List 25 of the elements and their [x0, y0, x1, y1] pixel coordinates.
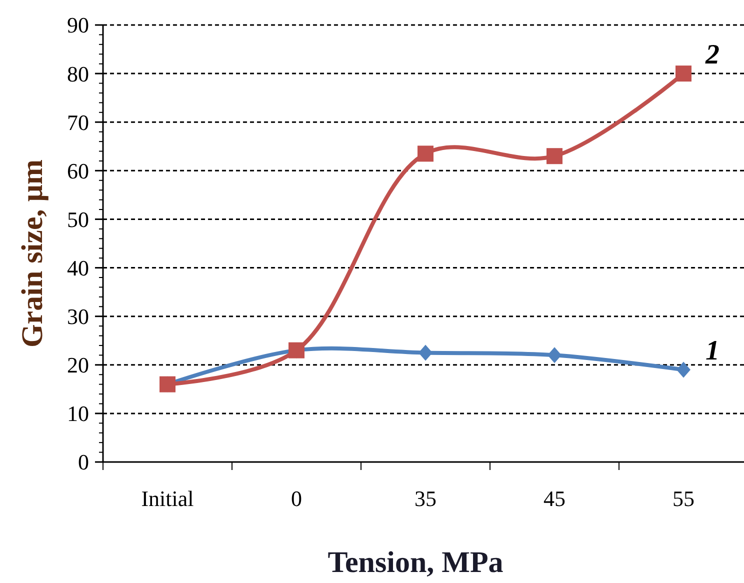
- x-axis-title: Tension, MPa: [328, 546, 504, 579]
- y-tick-label: 0: [78, 450, 89, 475]
- x-tick-label: 35: [414, 486, 436, 511]
- y-tick-label: 20: [67, 352, 89, 378]
- y-axis-title: Grain size, µm: [16, 159, 49, 348]
- x-tick-label: Initial: [141, 486, 194, 511]
- point: [418, 146, 434, 162]
- point: [418, 344, 432, 361]
- point: [676, 66, 692, 82]
- point: [548, 347, 562, 364]
- y-tick-label: 90: [67, 12, 89, 38]
- y-tick-label: 50: [67, 206, 89, 232]
- y-tick-label: 60: [67, 158, 89, 184]
- y-tick-label: 70: [67, 110, 89, 135]
- y-tick-label: 40: [67, 255, 89, 280]
- point: [546, 148, 562, 164]
- point: [676, 362, 690, 378]
- y-tick-label: 30: [67, 304, 89, 330]
- series-label: 2: [704, 40, 720, 71]
- series-label: 1: [706, 336, 720, 367]
- y-tick-label: 10: [67, 401, 89, 426]
- x-tick-label: 45: [544, 486, 566, 511]
- x-tick-label: 55: [672, 486, 694, 511]
- x-tick-label: 0: [291, 486, 302, 511]
- y-tick-label: 80: [67, 61, 89, 86]
